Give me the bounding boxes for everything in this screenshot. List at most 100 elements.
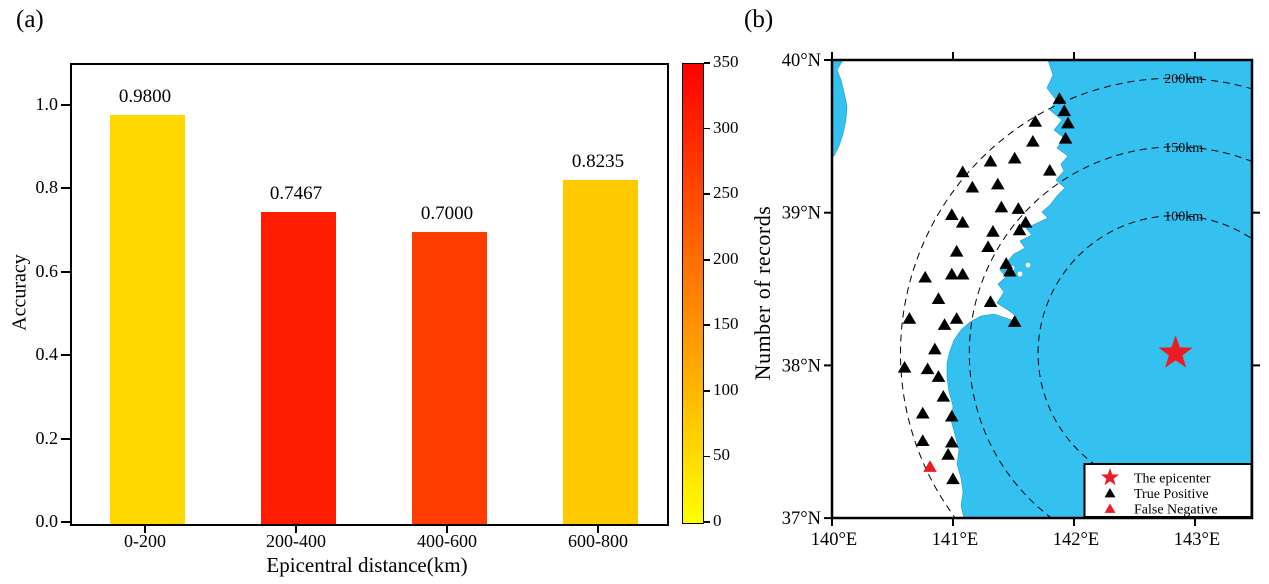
x-tick-label: 400-600 [417, 531, 477, 551]
station-true-positive [983, 295, 998, 307]
lat-tick-label: 39°N [782, 204, 821, 224]
y-tick [61, 187, 70, 189]
y-tick-label: 0.4 [35, 344, 59, 364]
colorbar-tick [704, 390, 710, 392]
station-true-positive [990, 177, 1005, 190]
station-true-positive [944, 267, 959, 280]
station-true-positive [949, 312, 964, 324]
station-false-negative [923, 460, 937, 472]
bar-600-800 [562, 180, 638, 524]
y-tick [61, 354, 70, 356]
colorbar-tick-label: 0 [713, 511, 722, 530]
bar-value-label: 0.7467 [269, 183, 323, 205]
legend-triangle-icon [1104, 503, 1116, 513]
station-true-positive [949, 244, 964, 257]
station-true-positive [918, 270, 932, 283]
station-true-positive [946, 472, 960, 485]
distance-ring-200 [900, 77, 1252, 518]
station-true-positive [1007, 315, 1022, 327]
station-true-positive [1007, 151, 1022, 164]
lat-tick-label: 40°N [782, 51, 821, 71]
islet [1017, 271, 1023, 277]
y-tick-label: 0.2 [35, 427, 59, 448]
station-true-positive [1012, 223, 1027, 236]
station-true-positive [1058, 131, 1073, 144]
bar-400-600 [411, 231, 487, 524]
epicenter-star [1158, 335, 1193, 368]
bar-value-label: 0.8235 [571, 151, 625, 173]
y-tick-label: 1.0 [35, 93, 59, 114]
x-tick-label: 600-800 [568, 531, 628, 551]
station-true-positive [965, 180, 980, 193]
station-true-positive [920, 362, 935, 375]
colorbar [682, 63, 704, 524]
colorbar-tick [704, 521, 710, 523]
colorbar-tick [704, 62, 710, 64]
station-true-positive [955, 267, 970, 280]
x-tick [597, 524, 599, 533]
colorbar-tick-label: 250 [713, 183, 739, 203]
map-frame [830, 58, 1254, 520]
x-axis-title: Epicentral distance(km) [266, 553, 468, 577]
ring-label-100: 100km [1164, 210, 1203, 225]
colorbar-tick-label: 50 [713, 445, 730, 465]
lat-tick-label: 38°N [782, 356, 821, 376]
station-true-positive [897, 360, 912, 373]
station-true-positive [1026, 134, 1040, 147]
lat-tick-label: 37°N [782, 509, 821, 529]
y-tick-label: 0.6 [35, 260, 59, 281]
panel-b-label: (b) [744, 6, 774, 33]
x-tick-label: 0-200 [124, 531, 166, 551]
colorbar-tick [704, 455, 710, 458]
station-true-positive [994, 200, 1009, 213]
legend-star-icon [1101, 468, 1119, 486]
station-true-positive [944, 435, 959, 448]
station-true-positive [1011, 202, 1026, 214]
bar-200-400 [260, 212, 336, 524]
x-tick [144, 524, 146, 533]
lon-tick-label: 140°E [811, 530, 857, 550]
colorbar-tick-label: 200 [713, 248, 739, 268]
colorbar-tick-label: 350 [713, 52, 739, 71]
station-true-positive [936, 389, 951, 402]
station-true-positive [1057, 104, 1072, 117]
ring-label-200: 200km [1164, 72, 1203, 87]
distance-ring-150 [968, 146, 1252, 518]
lon-tick-label: 143°E [1174, 530, 1220, 550]
colorbar-tick-label: 150 [713, 314, 739, 334]
lon-tick-label: 141°E [932, 530, 978, 550]
y-tick [61, 521, 70, 523]
map-panel: 100km 150km 200km 140°E 141°E 142°E 143°E 40°N 3… [782, 51, 1260, 550]
station-true-positive [944, 409, 959, 422]
station-true-positive [1043, 163, 1057, 176]
legend-label: False Negative [1134, 503, 1218, 518]
colorbar-tick [704, 127, 710, 130]
station-true-positive [937, 318, 952, 330]
station-true-positive [1018, 215, 1033, 228]
station-true-positive [986, 225, 1000, 237]
y-tick [61, 437, 70, 440]
station-true-positive [928, 342, 942, 355]
station-true-positive [955, 165, 970, 178]
colorbar-tick-label: 100 [713, 379, 739, 399]
station-true-positive [1052, 92, 1067, 104]
bar-value-label: 0.9800 [118, 85, 172, 107]
station-true-positive [955, 215, 970, 228]
map-content: 100km 150km 200km [832, 60, 1252, 518]
station-true-positive [902, 312, 917, 324]
station-true-positive [1003, 264, 1017, 277]
colorbar-tick-label: 300 [713, 117, 739, 137]
colorbar-tick [704, 193, 710, 195]
bar-chart-plot-area [70, 63, 669, 526]
panel-a-label: (a) [16, 6, 44, 33]
y-tick-label: 0.8 [35, 177, 59, 197]
station-true-positive [941, 447, 955, 460]
legend-label: The epicenter [1134, 472, 1211, 487]
sea-of-japan [832, 60, 848, 157]
station-true-positive [983, 154, 998, 167]
station-true-positive [915, 406, 930, 419]
legend-label: True Positive [1134, 487, 1209, 502]
ring-label-150: 150km [1164, 141, 1203, 156]
x-tick [295, 524, 297, 533]
